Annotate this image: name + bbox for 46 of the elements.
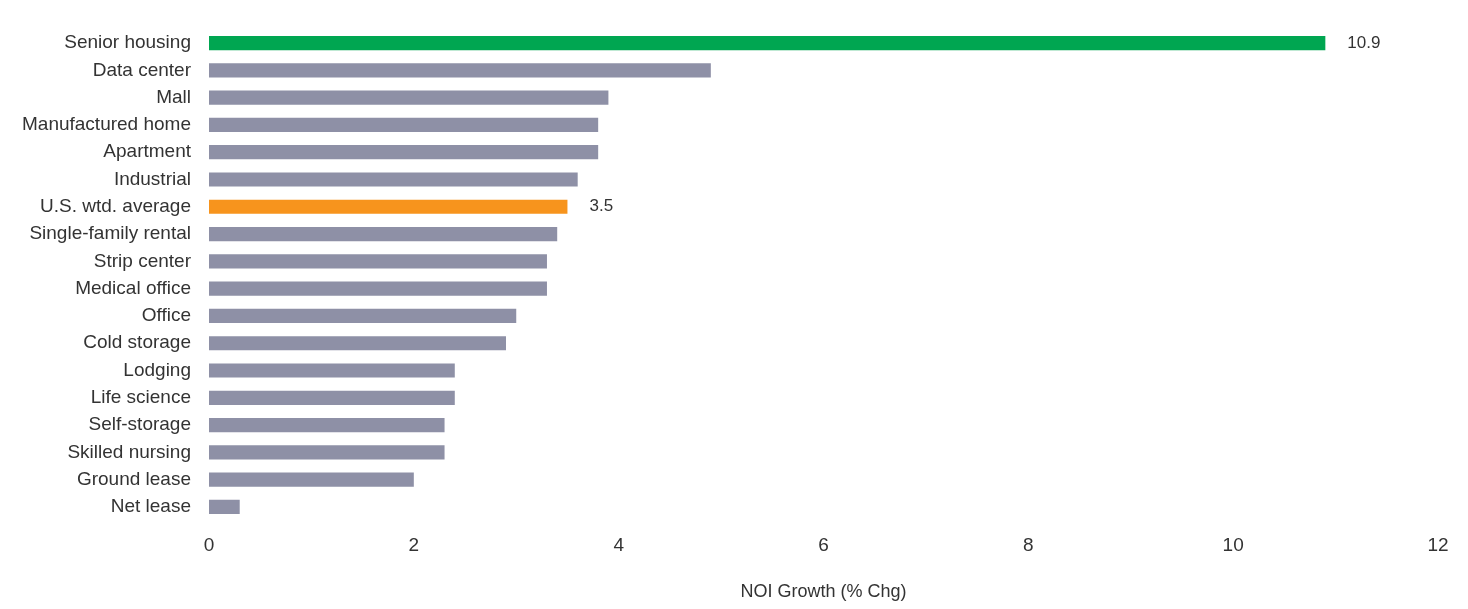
bar xyxy=(208,90,609,105)
bar xyxy=(208,254,547,269)
data-label: 3.5 xyxy=(589,196,614,216)
y-tick-label: Apartment xyxy=(103,140,192,162)
x-tick-label: 0 xyxy=(203,534,215,556)
bar xyxy=(208,35,1326,51)
bar xyxy=(208,363,455,378)
y-tick-label: Ground lease xyxy=(76,467,191,489)
y-tick-label: Single-family rental xyxy=(29,222,191,244)
bar xyxy=(208,390,455,405)
y-tick-label: Lodging xyxy=(123,358,191,380)
bar xyxy=(208,499,240,515)
bar xyxy=(208,472,414,487)
x-tick-label: 6 xyxy=(818,534,829,556)
y-tick-label: Senior housing xyxy=(64,31,191,53)
y-tick-label: Self-storage xyxy=(88,413,191,435)
y-tick-label: Industrial xyxy=(113,167,191,189)
bar xyxy=(208,336,506,351)
x-tick-label: 8 xyxy=(1023,534,1034,556)
bar xyxy=(208,199,568,214)
x-tick-label: 12 xyxy=(1427,534,1449,556)
x-axis-title: NOI Growth (% Chg) xyxy=(740,581,907,602)
bar xyxy=(208,63,711,78)
y-tick-label: Manufactured home xyxy=(21,113,191,135)
y-tick-label: Cold storage xyxy=(83,331,191,353)
y-tick-label: Life science xyxy=(90,386,191,408)
x-tick-label: 2 xyxy=(408,534,420,556)
bar xyxy=(208,145,599,160)
bar xyxy=(208,445,445,460)
x-tick-label: 10 xyxy=(1222,534,1244,556)
bar xyxy=(208,308,517,324)
bar xyxy=(208,117,599,133)
bar xyxy=(208,281,547,296)
data-label: 10.9 xyxy=(1347,32,1381,52)
y-tick-label: Strip center xyxy=(93,249,192,271)
y-tick-label: U.S. wtd. average xyxy=(39,195,191,217)
x-tick-label: 4 xyxy=(613,534,625,556)
bar xyxy=(208,417,445,433)
bar xyxy=(208,172,578,187)
y-tick-label: Mall xyxy=(156,85,191,107)
y-tick-label: Medical office xyxy=(75,276,191,298)
y-tick-label: Data center xyxy=(92,58,192,80)
y-tick-label: Skilled nursing xyxy=(67,440,191,462)
y-tick-label: Net lease xyxy=(110,495,191,517)
y-tick-label: Office xyxy=(141,304,191,326)
bar xyxy=(208,226,558,242)
